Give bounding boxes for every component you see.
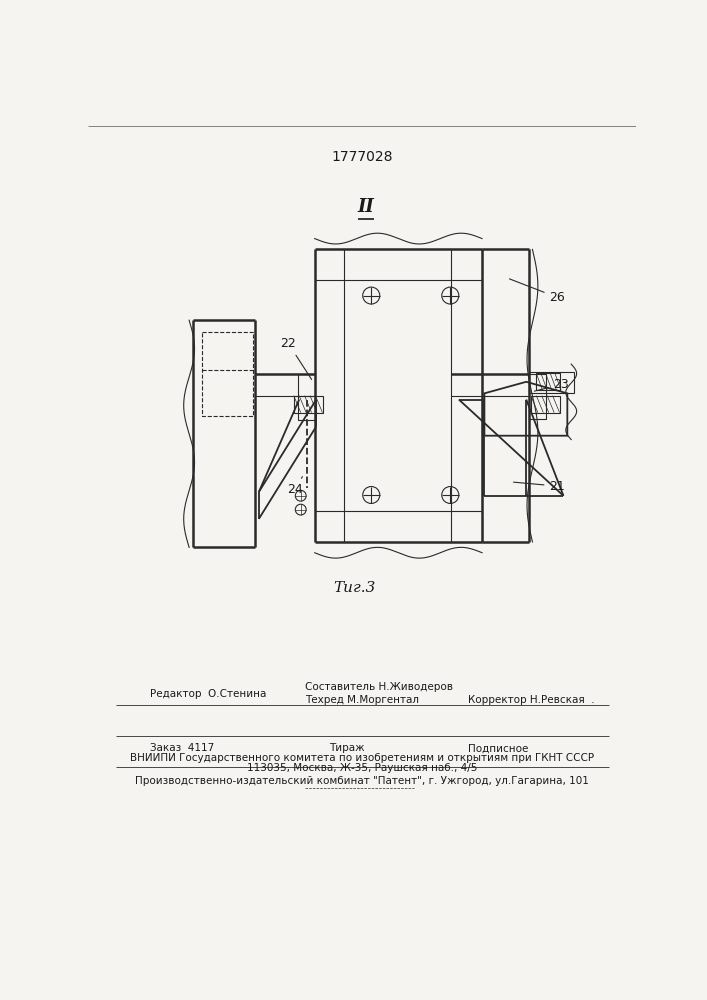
Text: Производственно-издательский комбинат "Патент", г. Ужгород, ул.Гагарина, 101: Производственно-издательский комбинат "П…	[136, 776, 589, 786]
Text: 22: 22	[281, 337, 312, 379]
Text: Составитель Н.Живодеров: Составитель Н.Живодеров	[305, 682, 453, 692]
Bar	[537, 373, 559, 390]
Text: Корректор Н.Ревская  .: Корректор Н.Ревская .	[468, 695, 595, 705]
Text: Тираж: Тираж	[329, 743, 364, 753]
Text: ВНИИПИ Государственного комитета по изобретениям и открытиям при ГКНТ СССР: ВНИИПИ Государственного комитета по изоб…	[130, 753, 595, 763]
Text: II: II	[358, 198, 374, 216]
Text: Заказ  4117: Заказ 4117	[151, 743, 215, 753]
Bar	[529, 374, 546, 419]
Bar	[202, 332, 252, 416]
Text: 113035, Москва, Ж-35, Раушская наб., 4/5: 113035, Москва, Ж-35, Раушская наб., 4/5	[247, 763, 477, 773]
Text: 21: 21	[513, 480, 566, 493]
Bar	[529, 372, 573, 393]
Bar	[531, 396, 561, 413]
Text: Τиг.3: Τиг.3	[334, 581, 376, 595]
Text: 23: 23	[534, 378, 569, 391]
Text: Подписное: Подписное	[468, 743, 529, 753]
Text: 26: 26	[510, 279, 566, 304]
Text: 1777028: 1777028	[332, 150, 393, 164]
Text: 24: 24	[287, 477, 303, 496]
Text: Редактор  О.Стенина: Редактор О.Стенина	[151, 689, 267, 699]
Text: Техред М.Моргентал: Техред М.Моргентал	[305, 695, 419, 705]
Bar	[298, 374, 315, 420]
Bar	[293, 396, 323, 413]
